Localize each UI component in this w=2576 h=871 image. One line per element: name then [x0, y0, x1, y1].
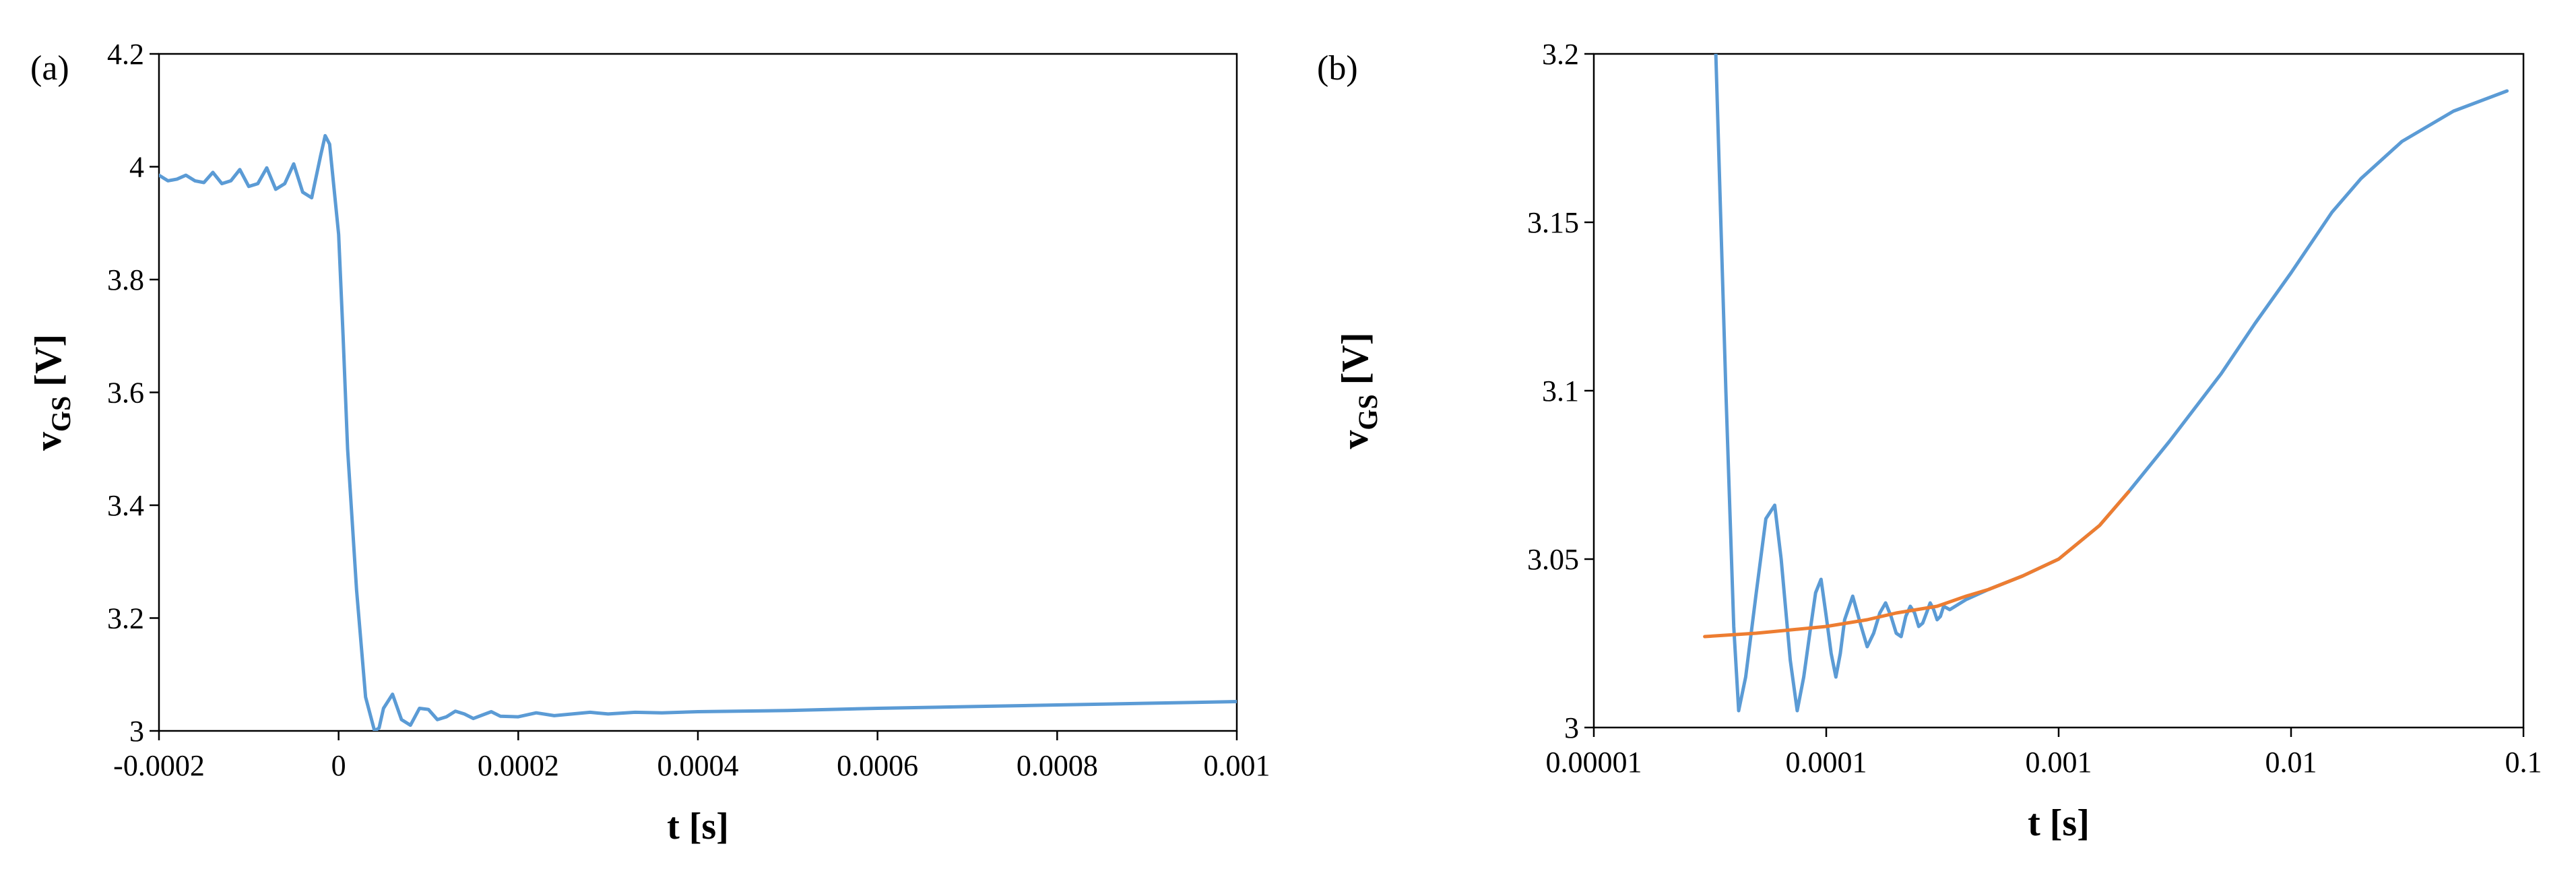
x-tick-label: 0.0002	[478, 749, 559, 782]
y-tick-label: 3.05	[1527, 543, 1579, 576]
y-axis-title: vGS [V]	[28, 334, 76, 451]
y-tick-label: 3.2	[107, 602, 144, 635]
y-tick-label: 3	[1564, 711, 1579, 744]
panel-label: (a)	[30, 49, 69, 88]
x-axis-title: t [s]	[2028, 802, 2090, 844]
x-tick-label: 0.001	[1204, 749, 1270, 782]
x-tick-label: 0	[331, 749, 346, 782]
x-tick-label: 0.001	[2026, 746, 2092, 779]
series-line-1	[1714, 54, 2509, 713]
x-tick-label: 0.0001	[1786, 746, 1867, 779]
x-tick-label: 0.1	[2505, 746, 2542, 779]
y-axis-title-unit: [V]	[1334, 332, 1376, 394]
y-tick-label: 4	[129, 151, 144, 184]
y-tick-label: 3.15	[1527, 206, 1579, 239]
y-axis-title-main: v	[1334, 430, 1376, 449]
series-line-1	[159, 133, 1237, 731]
series-line-2	[1703, 490, 2131, 639]
x-tick-label: 0.0008	[1017, 749, 1098, 782]
x-tick-label: 0.00001	[1546, 746, 1642, 779]
y-tick-label: 3.6	[107, 377, 144, 410]
y-tick-label: 3.1	[1542, 375, 1579, 408]
y-axis-title-subscript: GS	[46, 396, 76, 432]
x-tick-label: 0.0004	[657, 749, 739, 782]
x-axis-title: t [s]	[667, 806, 729, 847]
y-tick-label: 3	[129, 715, 144, 748]
y-tick-label: 4.2	[107, 38, 144, 71]
x-tick-label: 0.0006	[837, 749, 918, 782]
panel-b-chart: 0.00001 0.0001 0.001 0.01 0.1 3 3.05 3.1 3.15 3.2…	[1317, 38, 2542, 844]
y-tick-label: 3.8	[107, 263, 144, 296]
y-axis-title-main: v	[28, 432, 69, 451]
y-tick-label: 3.2	[1542, 38, 1579, 71]
y-axis-title: vGS [V]	[1334, 332, 1383, 449]
x-tick-label: 0.01	[2265, 746, 2317, 779]
x-tick-label: -0.0002	[113, 749, 205, 782]
panel-a-chart: -0.0002 0 0.0002 0.0004 0.0006 0.0008 0.001 3 3.…	[28, 38, 1270, 847]
y-tick-label: 3.4	[107, 489, 144, 522]
y-axis-title-unit: [V]	[28, 334, 69, 396]
panel-label: (b)	[1317, 49, 1358, 88]
y-axis-title-subscript: GS	[1353, 394, 1383, 430]
